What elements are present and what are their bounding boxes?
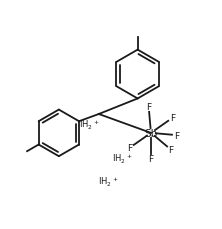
Text: F: F (127, 144, 132, 153)
Text: IH$_2$$^+$: IH$_2$$^+$ (98, 175, 118, 188)
Text: IH$_2$$^+$: IH$_2$$^+$ (79, 118, 99, 131)
Text: IH$_2$$^+$: IH$_2$$^+$ (112, 152, 133, 165)
Text: F: F (170, 114, 175, 123)
Text: F: F (168, 145, 173, 154)
Text: F: F (146, 103, 151, 112)
Text: F: F (174, 131, 179, 140)
Text: Sb: Sb (144, 128, 158, 138)
Text: F: F (148, 155, 154, 164)
